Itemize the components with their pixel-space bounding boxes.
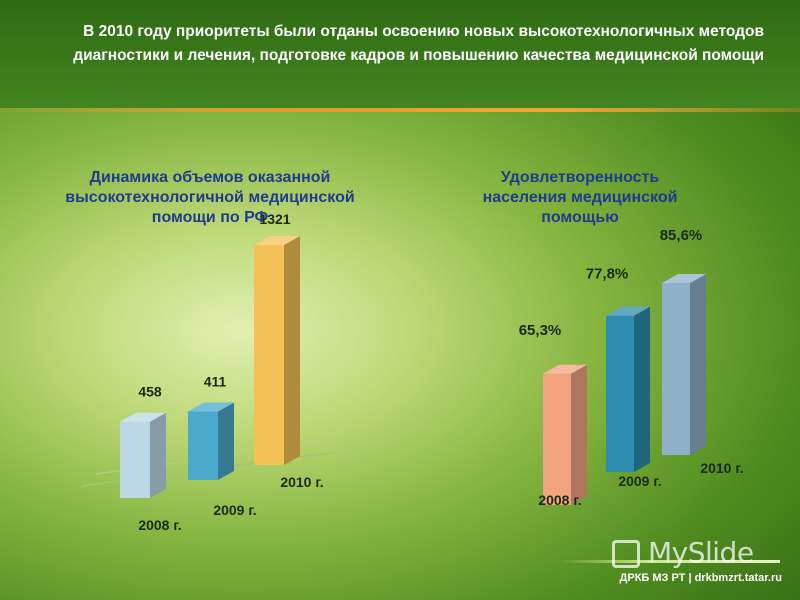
header-divider (0, 108, 800, 112)
bar-front (120, 421, 150, 498)
bar-2 (188, 402, 234, 480)
bar-3 (254, 236, 300, 465)
watermark: MySlide (648, 536, 754, 569)
bar-front (254, 245, 284, 465)
bar-top (254, 236, 300, 245)
chart2-x-label: 2009 г. (618, 473, 661, 489)
bar-front (188, 411, 218, 480)
chart1-data-label: 1321 (259, 211, 290, 227)
bar-1 (120, 412, 166, 498)
chart1-x-label: 2009 г. (213, 502, 256, 518)
bar-front (662, 283, 690, 455)
chart2-title: Удовлетворенность населения медицинской … (482, 169, 678, 226)
bar-side (571, 364, 587, 505)
bar-side (690, 274, 706, 455)
bar-2 (606, 306, 650, 472)
chart1-data-label: 458 (138, 384, 162, 400)
chart1-plot: 458 2008 г. 411 2009 г. 1321 2010 г. (81, 211, 347, 533)
chart2-x-label: 2008 г. (538, 492, 581, 508)
chart1-x-label: 2008 г. (138, 517, 181, 533)
footer-text: ДРКБ МЗ РТ | drkbmzrt.tatar.ru (619, 572, 782, 584)
bar-side (284, 236, 300, 465)
chart2-data-label: 65,3% (519, 322, 562, 339)
chart2-x-label: 2010 г. (700, 460, 743, 476)
chart1-data-label: 411 (204, 374, 227, 390)
chart2-plot: 65,3% 2008 г. 77,8% 2009 г. 85,6% 2010 г. (519, 227, 744, 508)
footer-line (560, 560, 780, 563)
watermark-icon (612, 540, 640, 568)
bar-front (543, 373, 571, 505)
bar-side (218, 402, 234, 480)
bar-top (188, 402, 234, 412)
bar-top (120, 412, 166, 422)
bar-front (606, 315, 634, 472)
bar-side (634, 306, 650, 472)
bar-1 (543, 364, 587, 505)
chart1-x-label: 2010 г. (280, 474, 323, 490)
slide-headline: В 2010 году приоритеты были отданы освое… (73, 23, 764, 64)
bar-top (662, 274, 706, 283)
chart2-data-label: 85,6% (660, 227, 703, 244)
chart2-data-label: 77,8% (586, 266, 629, 283)
chart1-title: Динамика объемов оказанной высокотехноло… (65, 169, 355, 226)
bar-side (150, 412, 166, 498)
bar-top (543, 364, 587, 374)
bar-top (606, 306, 650, 316)
bar-3 (662, 274, 706, 455)
header-band (0, 0, 800, 108)
